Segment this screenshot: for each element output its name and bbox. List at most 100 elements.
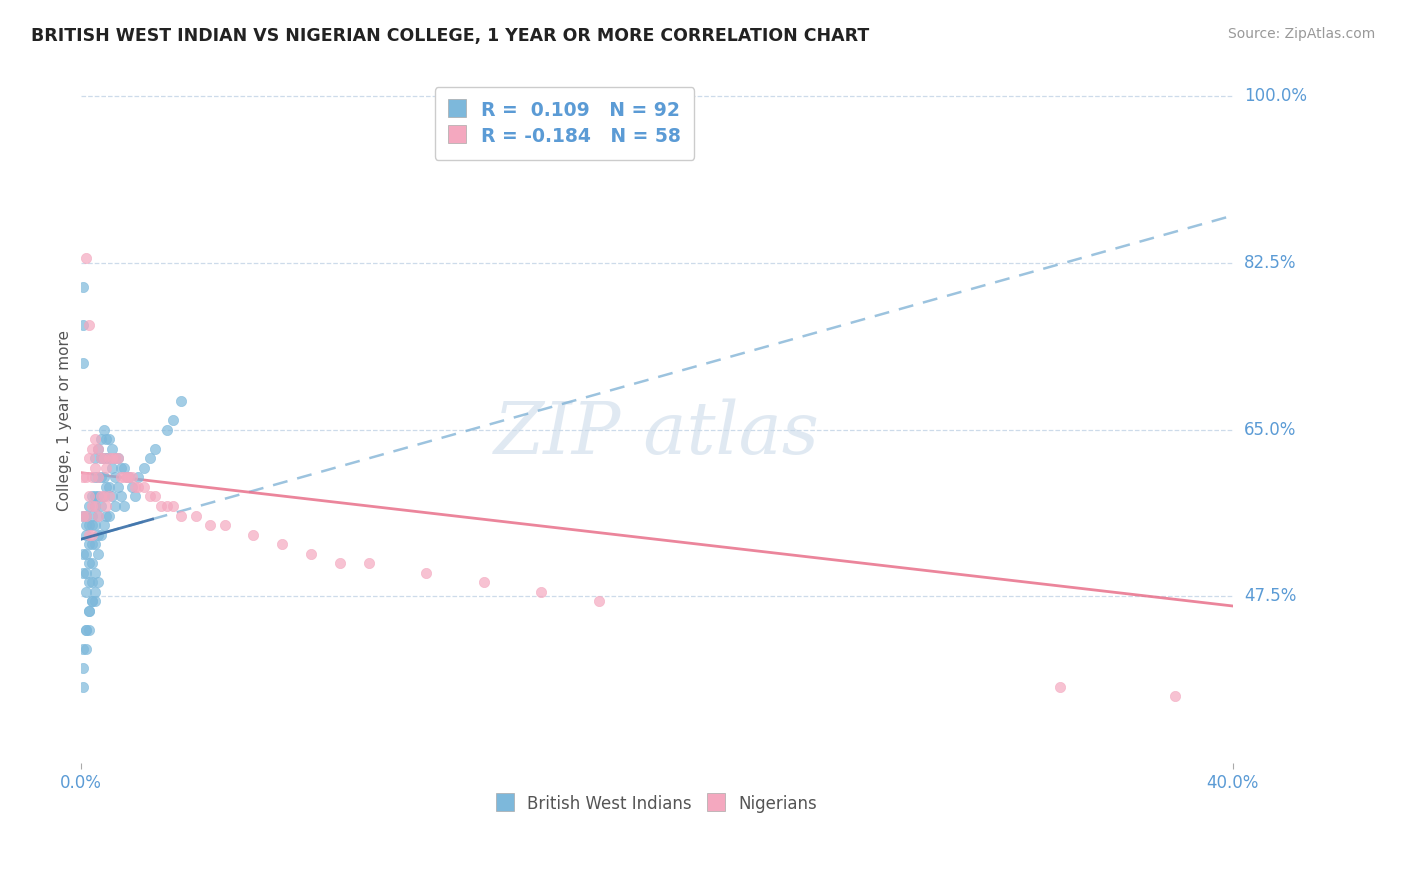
Point <box>162 499 184 513</box>
Point <box>80 442 103 456</box>
Legend: British West Indians, Nigerians: British West Indians, Nigerians <box>486 785 827 823</box>
Point <box>87 547 110 561</box>
Point <box>87 575 110 590</box>
Point <box>124 480 146 494</box>
Point <box>110 490 132 504</box>
Point <box>77 556 100 570</box>
Point <box>72 508 94 523</box>
Point <box>110 470 132 484</box>
Point <box>184 508 207 523</box>
Point <box>93 423 115 437</box>
Point <box>90 451 112 466</box>
Point <box>90 470 112 484</box>
Point <box>98 480 121 494</box>
Point <box>72 318 94 332</box>
Point <box>75 641 97 656</box>
Point <box>80 518 103 533</box>
Point <box>72 566 94 580</box>
Point <box>150 499 173 513</box>
Point <box>84 490 107 504</box>
Point <box>84 518 107 533</box>
Point <box>96 499 118 513</box>
Point <box>472 575 495 590</box>
Point <box>121 480 143 494</box>
Point <box>80 556 103 570</box>
Point <box>170 394 193 409</box>
Point <box>72 356 94 370</box>
Point <box>80 594 103 608</box>
Point <box>84 584 107 599</box>
Point <box>145 442 167 456</box>
Point <box>415 566 437 580</box>
Point <box>87 470 110 484</box>
Point <box>101 451 124 466</box>
Point <box>1049 680 1071 694</box>
Point <box>72 280 94 294</box>
Point <box>96 480 118 494</box>
Point <box>242 527 264 541</box>
Point <box>530 584 553 599</box>
Point <box>84 451 107 466</box>
Point <box>90 499 112 513</box>
Point <box>121 470 143 484</box>
Point <box>357 556 380 570</box>
Point <box>104 451 127 466</box>
Point <box>84 433 107 447</box>
Point <box>98 451 121 466</box>
Point <box>112 470 135 484</box>
Point <box>75 508 97 523</box>
Point <box>104 470 127 484</box>
Text: 100.0%: 100.0% <box>1244 87 1308 105</box>
Point <box>77 623 100 637</box>
Point <box>98 508 121 523</box>
Point <box>75 547 97 561</box>
Point <box>132 461 155 475</box>
Point <box>72 508 94 523</box>
Point <box>80 490 103 504</box>
Point <box>93 470 115 484</box>
Point <box>80 508 103 523</box>
Text: BRITISH WEST INDIAN VS NIGERIAN COLLEGE, 1 YEAR OR MORE CORRELATION CHART: BRITISH WEST INDIAN VS NIGERIAN COLLEGE,… <box>31 27 869 45</box>
Point <box>98 490 121 504</box>
Point <box>84 499 107 513</box>
Point <box>90 490 112 504</box>
Text: 82.5%: 82.5% <box>1244 254 1296 272</box>
Point <box>87 442 110 456</box>
Point <box>75 527 97 541</box>
Point <box>118 470 141 484</box>
Point <box>107 451 129 466</box>
Point <box>104 451 127 466</box>
Point <box>588 594 610 608</box>
Point <box>112 499 135 513</box>
Point <box>72 547 94 561</box>
Point <box>98 433 121 447</box>
Point <box>75 518 97 533</box>
Point <box>93 490 115 504</box>
Point <box>115 470 138 484</box>
Text: ZIP atlas: ZIP atlas <box>494 399 820 469</box>
Point <box>80 499 103 513</box>
Point <box>75 252 97 266</box>
Point <box>87 490 110 504</box>
Point <box>1164 690 1187 704</box>
Point <box>72 680 94 694</box>
Point <box>162 413 184 427</box>
Point <box>107 480 129 494</box>
Point <box>84 537 107 551</box>
Point <box>84 470 107 484</box>
Point <box>84 594 107 608</box>
Point <box>90 451 112 466</box>
Point <box>77 604 100 618</box>
Text: 47.5%: 47.5% <box>1244 588 1296 606</box>
Point <box>198 518 221 533</box>
Point <box>271 537 294 551</box>
Point <box>138 490 160 504</box>
Point <box>90 433 112 447</box>
Point <box>127 480 149 494</box>
Point <box>90 527 112 541</box>
Point <box>87 442 110 456</box>
Point <box>96 461 118 475</box>
Point <box>72 661 94 675</box>
Point <box>84 499 107 513</box>
Point <box>80 470 103 484</box>
